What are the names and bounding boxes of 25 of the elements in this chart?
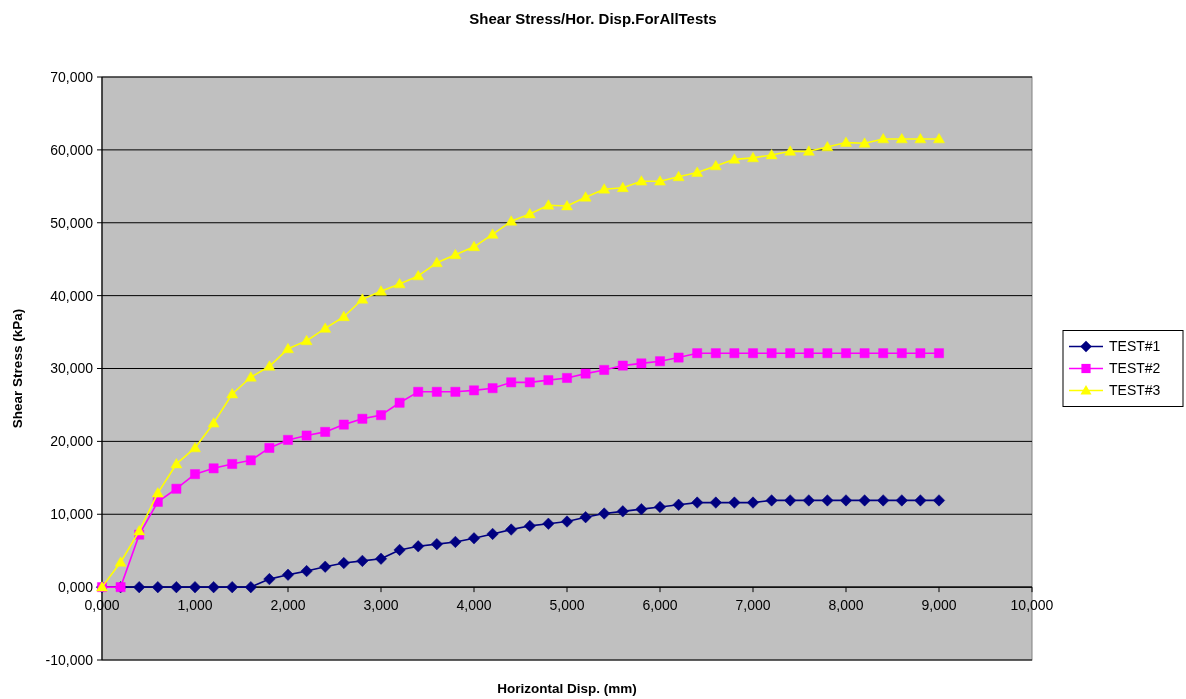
y-tick-label: 70,000 (50, 68, 94, 85)
x-tick-label: 8,000 (828, 597, 864, 614)
x-tick-label: 4,000 (456, 597, 492, 614)
legend-label: TEST#2 (1109, 360, 1161, 377)
x-tick-label: 1,000 (177, 597, 213, 614)
y-tick-label: -10,000 (45, 651, 94, 668)
y-tick-label: 30,000 (50, 360, 94, 377)
x-tick-label: 10,000 (1010, 597, 1054, 614)
y-tick-label: 60,000 (50, 141, 94, 158)
legend-label: TEST#1 (1109, 338, 1161, 355)
x-tick-label: 2,000 (270, 597, 306, 614)
legend-label: TEST#3 (1109, 382, 1161, 399)
x-tick-label: 9,000 (921, 597, 957, 614)
y-tick-label: 20,000 (50, 433, 94, 450)
x-tick-label: 3,000 (363, 597, 399, 614)
x-tick-label: 5,000 (549, 597, 585, 614)
x-axis-title: Horizontal Disp. (mm) (497, 681, 637, 696)
chart-title: Shear Stress/Hor. Disp.ForAllTests (469, 10, 717, 27)
y-tick-label: 40,000 (50, 287, 94, 304)
y-axis-title: Shear Stress (kPa) (10, 308, 25, 429)
y-tick-label: 50,000 (50, 214, 94, 231)
y-tick-label: 0,000 (57, 579, 94, 596)
x-tick-label: 7,000 (735, 597, 771, 614)
y-tick-label: 10,000 (50, 506, 94, 523)
x-tick-label: 6,000 (642, 597, 678, 614)
